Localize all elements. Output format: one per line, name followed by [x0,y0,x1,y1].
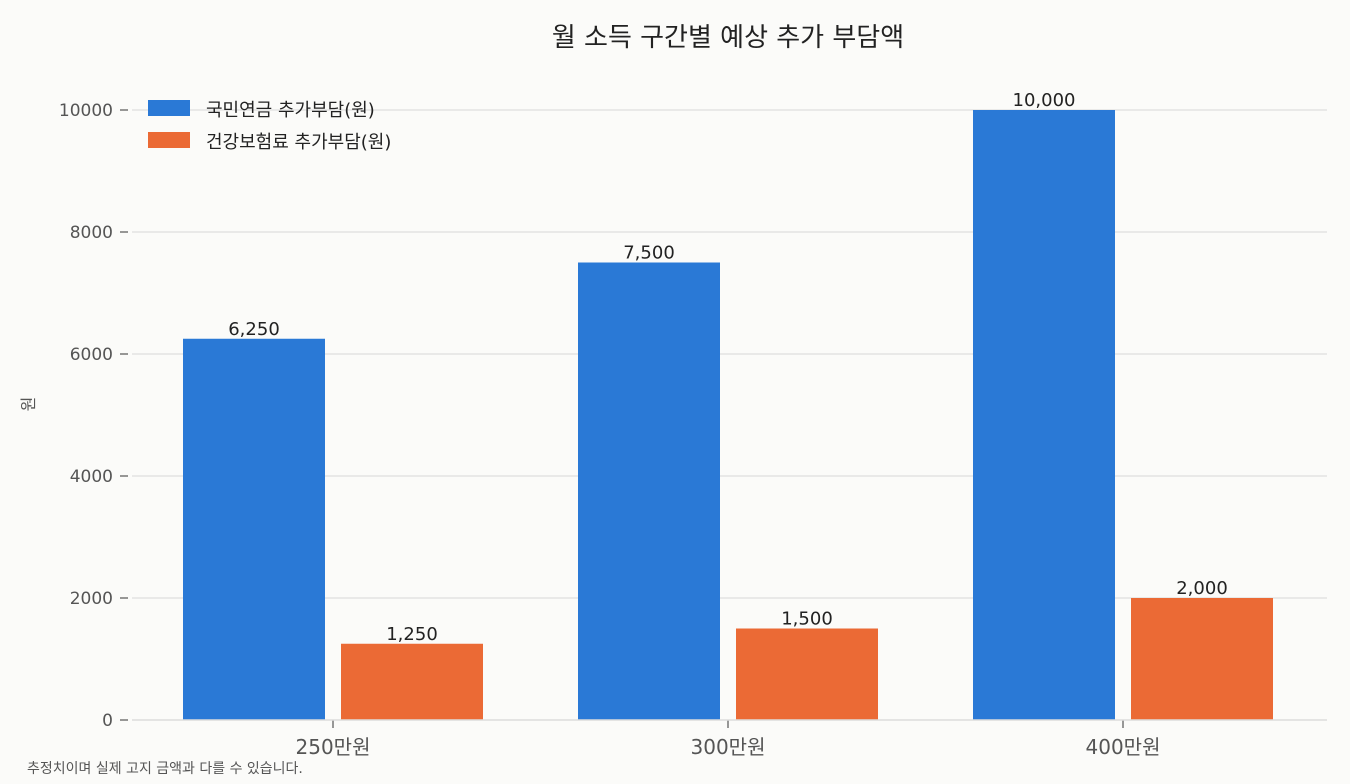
bar-pension [578,262,720,720]
legend: 국민연금 추가부담(원) 건강보험료 추가부담(원) [148,100,391,153]
x-tick-label: 300만원 [691,735,766,759]
data-label: 7,500 [623,243,675,264]
data-labels: 6,250 7,500 10,000 1,250 1,500 2,000 [228,90,1228,645]
legend-swatch-health [148,132,190,148]
y-axis-ticks: 0 2000 4000 6000 8000 10000 [59,101,128,731]
legend-swatch-pension [148,100,190,116]
data-label: 2,000 [1176,578,1228,599]
y-tick-label: 10000 [59,101,113,121]
grid-lines [132,109,1327,599]
bar-health [341,643,483,720]
x-axis-ticks: 250만원 300만원 400만원 [296,720,1161,759]
x-tick-label: 400만원 [1086,735,1161,759]
bars [183,110,1273,720]
y-tick-label: 4000 [70,467,113,487]
data-label: 10,000 [1013,90,1076,111]
data-label: 6,250 [228,319,280,340]
bar-health [1131,598,1273,720]
y-tick-label: 0 [102,711,113,731]
y-tick-label: 8000 [70,223,113,243]
bar-pension [973,110,1115,720]
bar-health [736,628,878,720]
data-label: 1,500 [781,609,833,630]
footnote: 추정치이며 실제 고지 금액과 다를 수 있습니다. [27,761,303,777]
legend-label-pension: 국민연금 추가부담(원) [206,100,375,121]
y-tick-label: 2000 [70,589,113,609]
data-label: 1,250 [386,624,438,645]
chart-title: 월 소득 구간별 예상 추가 부담액 [552,23,904,53]
legend-label-health: 건강보험료 추가부담(원) [206,132,391,153]
y-tick-label: 6000 [70,345,113,365]
y-axis-label: 원 [19,397,38,412]
x-tick-label: 250만원 [296,735,371,759]
bar-pension [183,338,325,720]
